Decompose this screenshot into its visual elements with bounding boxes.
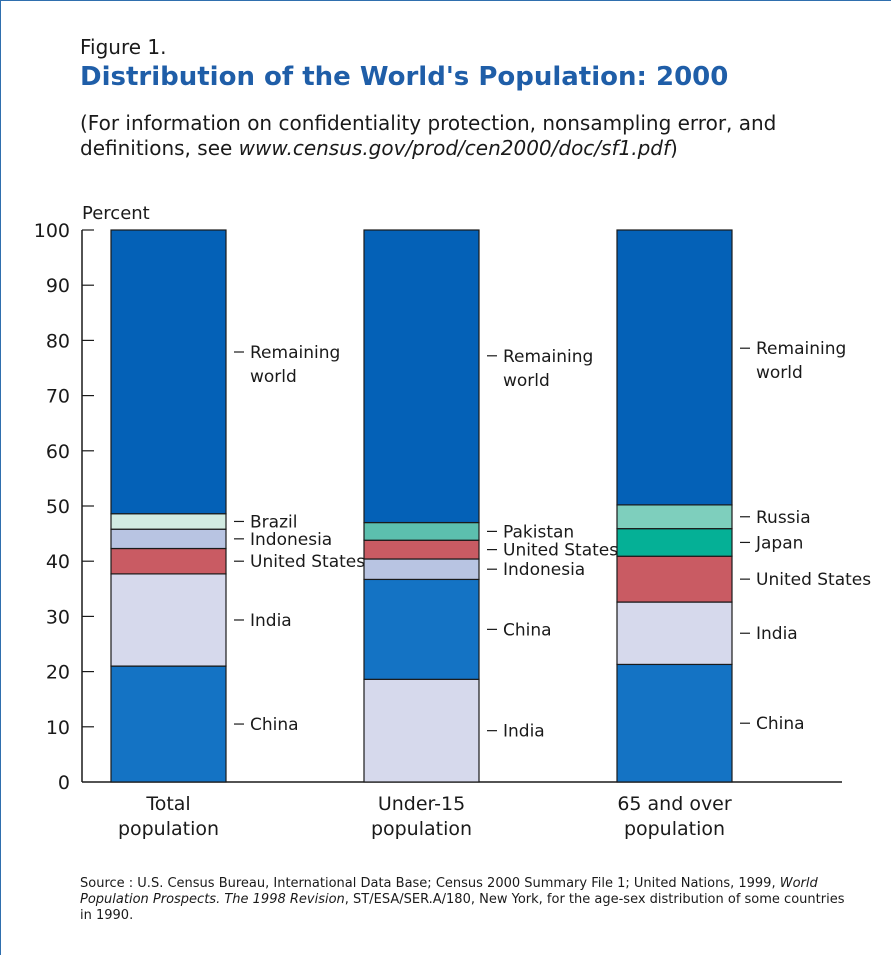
bar-segment [616,504,733,530]
category-label: Under-15 [378,793,465,815]
bar-segment [110,528,227,550]
segment-label: China [503,620,552,640]
note-url: www.census.gov/prod/cen2000/doc/sf1.pdf [238,136,671,160]
bar-segment [110,573,227,667]
segment-label: China [756,714,805,734]
y-axis-label: Percent [82,203,150,224]
segment-label: Brazil [250,512,297,532]
note-prefix: (For information on confidentiality prot… [80,111,777,160]
category-label: population [118,818,219,840]
segment-label: world [503,371,550,391]
segment-label: United States [756,570,871,590]
segment-label: Indonesia [250,530,332,550]
bar-segment [616,601,733,666]
segment-label: Remaining [250,343,340,363]
bar-segment [616,528,733,557]
source-note: Source : U.S. Census Bureau, Internation… [80,876,860,924]
segment-label: United States [503,541,618,561]
segment-label: India [250,611,292,631]
y-tick-label: 10 [46,717,70,739]
bar-segment [363,539,480,560]
y-tick-label: 20 [46,662,70,684]
category-label: population [624,818,725,840]
y-tick-label: 50 [46,496,70,518]
y-tick-label: 60 [46,441,70,463]
bar-segment [363,678,480,783]
segment-label: world [250,367,297,387]
segment-label: Indonesia [503,560,585,580]
chart-title: Distribution of the World's Population: … [80,62,729,92]
bar-segment [363,229,480,524]
segment-label: China [250,715,299,735]
category-label: 65 and over [617,793,732,815]
segment-label: India [756,624,798,644]
bar-segment [110,513,227,530]
y-tick-label: 0 [58,772,70,794]
bar-segment [616,663,733,783]
bar-segment [363,521,480,541]
y-tick-label: 90 [46,275,70,297]
y-tick-label: 70 [46,386,70,408]
y-tick-label: 40 [46,551,70,573]
bar-segment [110,229,227,515]
bar-segment [363,558,480,581]
bar-segment [616,229,733,506]
segment-label: world [756,363,803,383]
figure-note: (For information on confidentiality prot… [80,111,860,161]
bar-segment [110,547,227,575]
bar-segment [616,555,733,603]
category-label: population [371,818,472,840]
note-suffix: ) [670,136,678,160]
bar-segment [363,578,480,680]
bar-segment [110,665,227,783]
segment-label: Remaining [503,347,593,367]
y-tick-label: 30 [46,606,70,628]
y-tick-label: 80 [46,330,70,352]
stacked-bar-chart: Percent 0 10 20 30 40 50 60 70 80 90 100 China India U… [34,203,872,840]
segment-label: Pakistan [503,522,574,542]
y-tick-label: 100 [34,220,70,242]
source-publication: World Population Prospects. The 1998 Rev… [80,876,818,907]
segment-label: United States [250,552,365,572]
segment-label: Remaining [756,339,846,359]
figure-label: Figure 1. [80,35,167,59]
category-label: Total [145,793,190,815]
segment-label: Russia [756,508,811,528]
segment-label: Japan [755,533,803,553]
segment-label: India [503,722,545,742]
source-part-2: , ST/ESA/SER.A/180, New York, for the ag… [80,892,845,923]
source-part-1: Source : U.S. Census Bureau, Internation… [80,876,780,891]
